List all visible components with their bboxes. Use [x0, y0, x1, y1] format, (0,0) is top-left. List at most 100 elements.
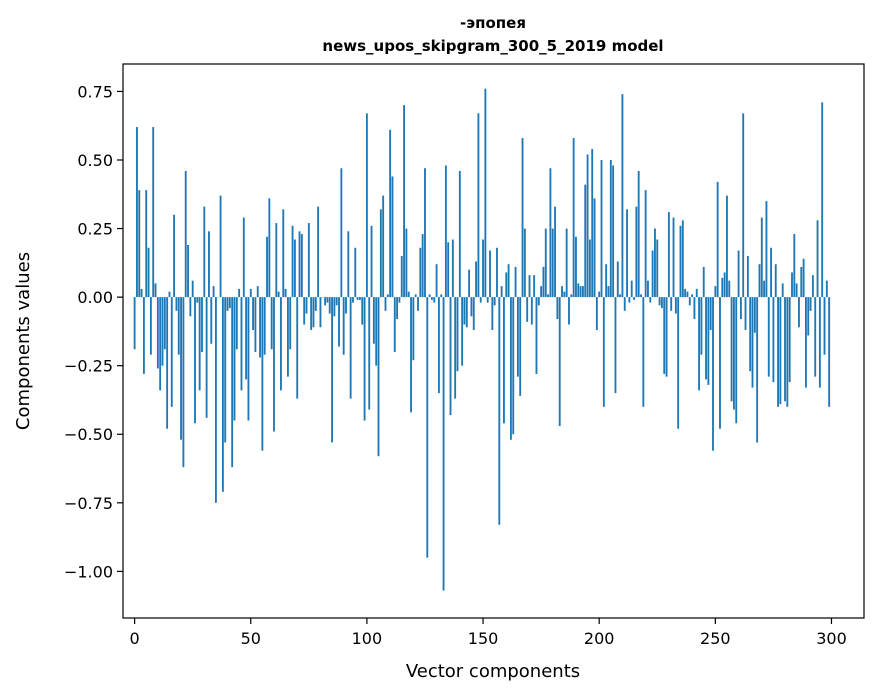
bar-197 — [591, 149, 594, 298]
bar-247 — [707, 297, 710, 385]
bar-231 — [670, 297, 673, 311]
bar-183 — [558, 297, 561, 427]
bar-37 — [219, 195, 222, 298]
bar-127 — [428, 294, 431, 298]
bar-101 — [368, 297, 371, 410]
bar-200 — [598, 291, 601, 298]
plot-frame — [122, 63, 865, 619]
bar-109 — [386, 294, 389, 298]
bar-290 — [807, 297, 810, 336]
x-tick-label-100: 100 — [352, 629, 383, 648]
bar-89 — [340, 168, 343, 298]
bar-107 — [382, 195, 385, 298]
bar-207 — [614, 297, 617, 394]
bar-25 — [191, 280, 194, 298]
bar-65 — [284, 288, 287, 298]
bar-17 — [173, 214, 176, 298]
bar-70 — [296, 297, 299, 399]
bar-42 — [231, 297, 234, 468]
bar-110 — [389, 129, 392, 298]
bar-71 — [298, 231, 301, 298]
bar-223 — [651, 250, 654, 298]
bar-39 — [224, 297, 227, 443]
bar-284 — [793, 234, 796, 298]
x-tick-label-150: 150 — [468, 629, 499, 648]
bar-228 — [663, 297, 666, 374]
bar-132 — [440, 294, 443, 298]
bar-277 — [777, 297, 779, 407]
bar-152 — [486, 297, 489, 303]
bar-266 — [751, 297, 754, 388]
bar-106 — [379, 209, 382, 298]
bar-269 — [758, 264, 761, 298]
bar-69 — [293, 239, 296, 298]
bar-257 — [730, 297, 733, 402]
bar-32 — [208, 231, 210, 298]
bar-60 — [273, 297, 275, 432]
bar-276 — [774, 264, 777, 298]
bar-236 — [681, 220, 684, 298]
bar-90 — [342, 297, 345, 355]
x-axis-ticks: 0 50 100 150 200 250 300 — [130, 618, 847, 648]
bar-35 — [214, 297, 217, 503]
bar-85 — [331, 297, 333, 443]
bar-218 — [640, 294, 642, 298]
bar-119 — [410, 297, 412, 413]
bar-248 — [709, 297, 712, 331]
bar-265 — [749, 297, 752, 372]
x-tick-label-200: 200 — [584, 629, 615, 648]
bar-273 — [767, 297, 770, 377]
bar-146 — [472, 297, 475, 331]
bar-53 — [256, 286, 259, 298]
bars-group — [133, 88, 831, 591]
bar-233 — [674, 297, 677, 314]
bar-76 — [310, 297, 313, 331]
bar-21 — [182, 297, 185, 468]
bar-224 — [654, 228, 656, 298]
bar-184 — [561, 286, 563, 298]
bar-293 — [814, 297, 817, 377]
bar-157 — [498, 297, 501, 525]
bar-260 — [737, 250, 740, 298]
bar-208 — [616, 261, 619, 298]
bar-28 — [198, 297, 201, 391]
bar-287 — [800, 266, 803, 298]
bar-66 — [287, 297, 289, 377]
bar-225 — [656, 239, 659, 298]
bar-286 — [798, 297, 800, 328]
bar-288 — [802, 258, 805, 298]
bar-187 — [568, 297, 570, 325]
bar-59 — [270, 297, 273, 350]
bar-212 — [626, 209, 628, 298]
bar-5 — [145, 190, 148, 298]
bar-153 — [489, 250, 491, 298]
bar-128 — [431, 297, 433, 300]
bar-177 — [544, 228, 547, 298]
bar-250 — [714, 286, 717, 298]
bar-176 — [542, 266, 545, 298]
bar-204 — [607, 286, 610, 298]
bar-134 — [444, 165, 447, 298]
bar-50 — [249, 288, 252, 298]
y-tick-label-3: 0.00 — [77, 288, 113, 307]
bar-271 — [763, 280, 766, 298]
bar-289 — [805, 297, 807, 388]
bar-136 — [449, 297, 452, 416]
bar-213 — [628, 297, 631, 303]
bar-2 — [138, 190, 141, 298]
bar-15 — [168, 291, 171, 298]
y-tick-label-5: −0.50 — [64, 425, 113, 444]
bar-270 — [760, 217, 763, 298]
bar-240 — [691, 294, 694, 298]
bar-18 — [175, 297, 178, 311]
bar-181 — [554, 206, 556, 298]
bar-219 — [642, 297, 645, 407]
bar-193 — [582, 286, 584, 298]
bar-34 — [212, 286, 215, 298]
bar-232 — [672, 217, 675, 298]
bar-190 — [575, 236, 577, 298]
bar-112 — [393, 297, 396, 352]
bar-206 — [612, 165, 615, 298]
bar-179 — [549, 168, 552, 298]
bar-29 — [201, 297, 203, 352]
